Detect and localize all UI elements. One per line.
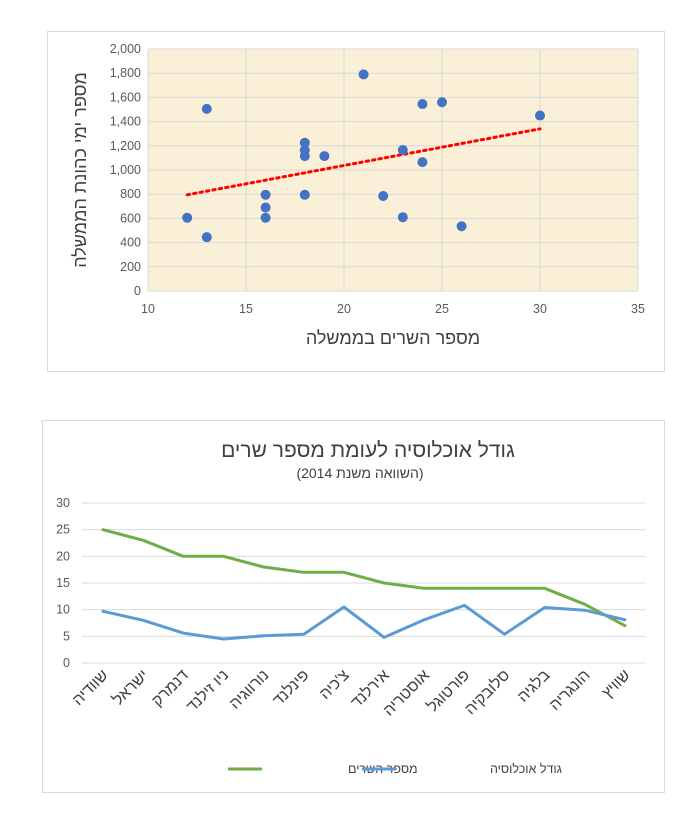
line-y-tick-label: 10: [56, 603, 70, 617]
scatter-y-tick-label: 1,600: [110, 90, 141, 104]
scatter-x-tick-label: 15: [239, 302, 253, 316]
scatter-point: [299, 151, 310, 162]
scatter-y-tick-label: 0: [134, 284, 141, 298]
line-y-tick-label: 15: [56, 576, 70, 590]
scatter-points: [182, 69, 545, 243]
line-series-ministers: [101, 528, 627, 628]
line-gridlines: [82, 502, 645, 664]
scatter-point: [417, 157, 428, 168]
scatter-point: [260, 212, 271, 223]
scatter-trendline: [185, 127, 542, 197]
scatter-point: [535, 110, 545, 121]
scatter-y-tick-label: 1,000: [110, 163, 141, 177]
scatter-point: [260, 202, 271, 213]
scatter-point: [260, 189, 271, 200]
line-y-tick-label: 20: [56, 549, 70, 563]
scatter-y-tick-label: 800: [120, 187, 141, 201]
scatter-point: [417, 99, 428, 110]
line-y-tick-label: 0: [63, 656, 70, 670]
scatter-x-axis-title: מספר השרים בממשלה: [306, 328, 480, 348]
scatter-x-tick-label: 20: [337, 302, 351, 316]
scatter-point: [182, 212, 193, 223]
line-chart-frame: [42, 420, 665, 793]
scatter-point: [201, 103, 212, 114]
line-y-tick-label: 5: [63, 629, 70, 643]
line-y-tick-label: 25: [56, 523, 70, 537]
scatter-y-tick-label: 2,000: [110, 42, 141, 56]
scatter-point: [397, 212, 408, 223]
scatter-point: [201, 232, 212, 243]
scatter-x-tick-label: 30: [533, 302, 547, 316]
line-y-ticks: 0 5 10 15 20 25 30: [56, 496, 70, 670]
scatter-point: [319, 151, 330, 162]
scatter-point: [299, 137, 310, 148]
scatter-point: [378, 191, 389, 202]
scatter-y-axis-title: מספר ימי כהונת הממשלה: [70, 72, 90, 268]
scatter-y-tick-label: 1,400: [110, 115, 141, 129]
scatter-y-tick-label: 600: [120, 211, 141, 225]
line-chart-title: גודל אוכלוסיה לעומת מספר שרים: [221, 439, 515, 462]
scatter-y-tick-label: 400: [120, 236, 141, 250]
line-series-population: [101, 603, 627, 641]
line-chart-subtitle: (השוואה משנת 2014): [296, 465, 423, 481]
legend-label-population: גודל אוכלוסיה: [490, 762, 562, 776]
scatter-point: [299, 189, 310, 200]
line-y-tick-label: 30: [56, 496, 70, 510]
scatter-gridlines: [147, 48, 639, 292]
scatter-x-tick-label: 25: [435, 302, 449, 316]
scatter-point: [437, 97, 447, 108]
scatter-point: [397, 145, 408, 156]
scatter-x-tick-label: 10: [141, 302, 155, 316]
scatter-y-tick-label: 1,200: [110, 139, 141, 153]
scatter-y-tick-label: 200: [120, 260, 141, 274]
scatter-point: [456, 221, 467, 232]
scatter-x-tick-label: 35: [631, 302, 645, 316]
scatter-trendline-group: [185, 127, 542, 197]
scatter-x-ticks: 10 15 20 25 30 35: [141, 302, 645, 316]
line-series-group: [101, 528, 627, 641]
scatter-y-ticks: 0 200 400 600 800 1,000 1,200 1,400 1,600 1,800 2,…: [110, 42, 141, 298]
scatter-point: [358, 69, 369, 80]
scatter-y-tick-label: 1,800: [110, 66, 141, 80]
